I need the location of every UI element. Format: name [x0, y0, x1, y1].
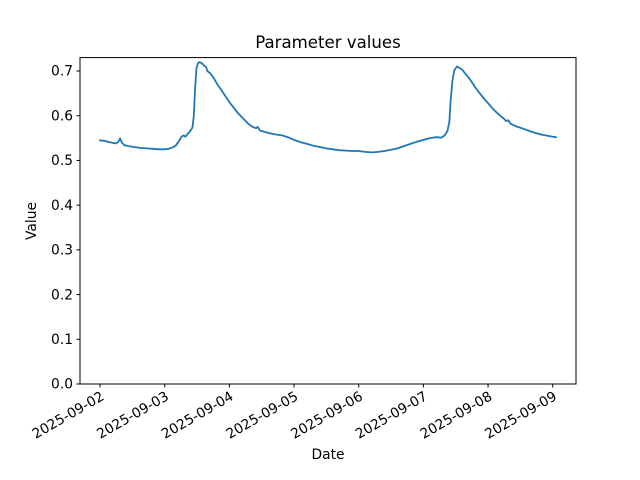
data-series-line: [99, 61, 557, 154]
y-tick-label: 0.7: [51, 64, 73, 80]
y-tick-label: 0.0: [51, 377, 73, 393]
y-tick-label: 0.4: [51, 198, 73, 214]
x-axis-ticks: 2025-09-022025-09-032025-09-042025-09-05…: [30, 384, 560, 443]
plot-area: [79, 57, 577, 385]
y-tick-label: 0.1: [51, 332, 73, 348]
x-tick-label: 2025-09-03: [94, 389, 171, 443]
y-axis-ticks: 0.0 0.1 0.2 0.3 0.4 0.5 0.6 0.7: [51, 64, 80, 393]
x-tick-label: 2025-09-02: [30, 389, 107, 443]
x-tick-label: 2025-09-09: [482, 389, 559, 443]
chart-title: Parameter values: [255, 33, 401, 52]
y-axis-label: Value: [24, 202, 40, 240]
x-tick-label: 2025-09-08: [418, 389, 495, 443]
y-tick-label: 0.2: [51, 287, 73, 303]
x-tick-label: 2025-09-07: [353, 389, 430, 443]
x-axis-label: Date: [312, 447, 345, 463]
x-tick-label: 2025-09-04: [159, 389, 236, 443]
y-tick-label: 0.6: [51, 108, 73, 124]
y-tick-label: 0.3: [51, 243, 73, 259]
y-tick-label: 0.5: [51, 153, 73, 169]
x-tick-label: 2025-09-06: [288, 389, 365, 443]
x-tick-label: 2025-09-05: [224, 389, 301, 443]
